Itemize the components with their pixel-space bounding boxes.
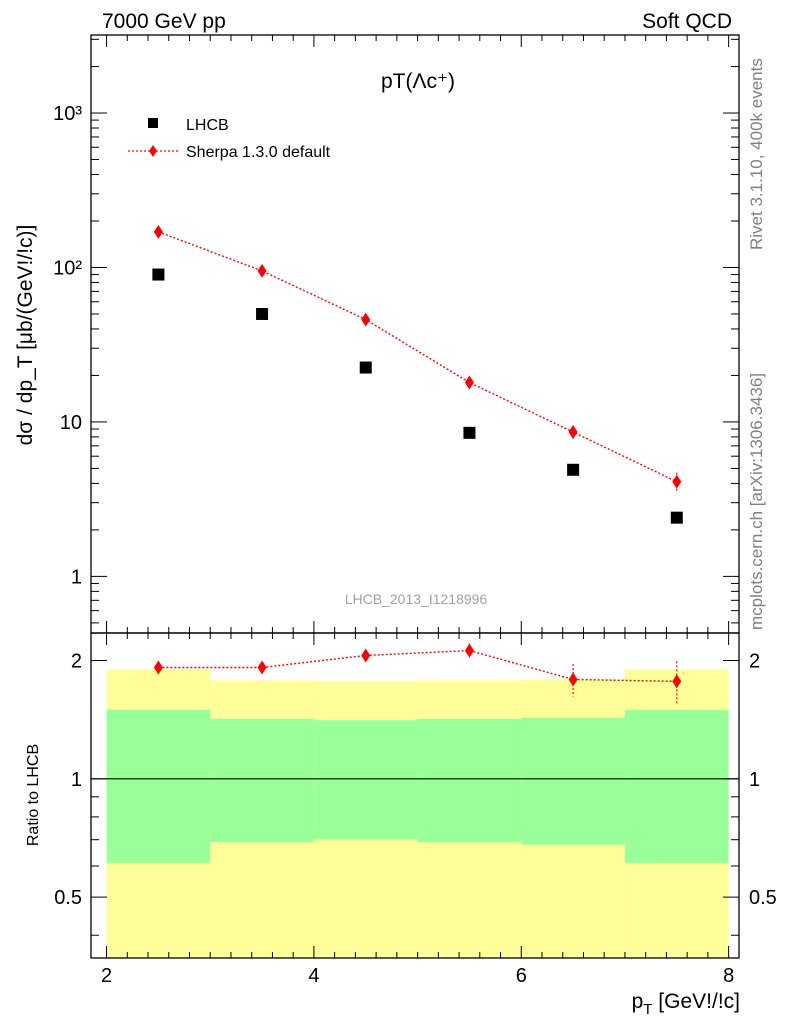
sherpa-point (153, 224, 163, 239)
lhcb-point (359, 361, 372, 374)
ratio-y-axis-label: Ratio to LHCB (25, 744, 42, 846)
ratio-sherpa-point (257, 660, 267, 675)
x-axis-label: pT [GeV!/!c] (632, 990, 740, 1018)
sherpa-line (158, 231, 678, 483)
lhcb-point (567, 463, 580, 476)
legend: LHCB Sherpa 1.3.0 default (128, 117, 331, 161)
ratio-frame (90, 632, 740, 959)
ratio-sherpa-point (361, 648, 371, 663)
lhcb-point (463, 426, 476, 439)
ratio-band-inner-5 (624, 709, 729, 864)
ratio-y-tick-label-right: 0.5 (749, 887, 777, 909)
ratio-band-inner-2 (313, 720, 418, 840)
x-tick-label: 2 (101, 965, 112, 987)
sherpa-point (568, 425, 578, 440)
ratio-y-tick-label-left: 0.5 (54, 887, 82, 909)
header-left: 7000 GeV pp (102, 10, 226, 33)
x-tick-label: 4 (308, 965, 319, 987)
ratio-sherpa-point (153, 660, 163, 675)
analysis-id-label: LHCB_2013_I1218996 (345, 591, 488, 607)
source-label: mcplots.cern.ch [arXiv:1306.3436] (747, 373, 766, 630)
ratio-y-tick-label-right: 2 (749, 651, 760, 673)
main-panel: 1 10 10² 10³ (53, 34, 740, 634)
rivet-version-label: Rivet 3.1.10, 400k events (747, 58, 766, 250)
ratio-sherpa-point (672, 674, 682, 689)
ratio-y-tick-label-right: 1 (749, 769, 760, 791)
header-right: Soft QCD (642, 10, 732, 33)
sherpa-point (361, 312, 371, 327)
legend-label-lhcb: LHCB (186, 117, 229, 134)
main-y-tick-label: 1 (71, 566, 82, 588)
legend-marker-lhcb (148, 118, 158, 128)
main-title: pT(Λc⁺) (381, 70, 455, 93)
lhcb-point (152, 268, 165, 281)
ratio-y-tick-label-left: 2 (71, 651, 82, 673)
sherpa-point (257, 263, 267, 278)
ratio-band-inner-0 (106, 709, 211, 864)
lhcb-point (670, 511, 683, 524)
legend-marker-sherpa (149, 145, 157, 157)
x-tick-label: 8 (723, 965, 734, 987)
ratio-band-inner-4 (521, 717, 625, 845)
sherpa-point (464, 375, 474, 390)
ratio-band-inner-1 (210, 718, 314, 843)
legend-label-sherpa: Sherpa 1.3.0 default (186, 144, 331, 161)
ratio-sherpa-point (464, 643, 474, 658)
ratio-y-tick-label-left: 1 (71, 769, 82, 791)
main-y-tick-label: 10³ (53, 103, 82, 125)
ratio-panel: 2 4 6 8 0.5 0.5 1 1 2 2 (54, 632, 777, 987)
main-y-axis-label: dσ / dp_T [μb/(GeV!/!c)] (14, 225, 37, 446)
ratio-band-inner-3 (417, 718, 522, 843)
lhcb-point (256, 307, 269, 320)
sherpa-point (672, 474, 682, 489)
x-tick-label: 6 (516, 965, 527, 987)
main-y-tick-label: 10² (53, 257, 82, 279)
ratio-sherpa-line (158, 649, 677, 683)
main-y-tick-label: 10 (60, 412, 82, 434)
ratio-sherpa-point (568, 672, 578, 687)
